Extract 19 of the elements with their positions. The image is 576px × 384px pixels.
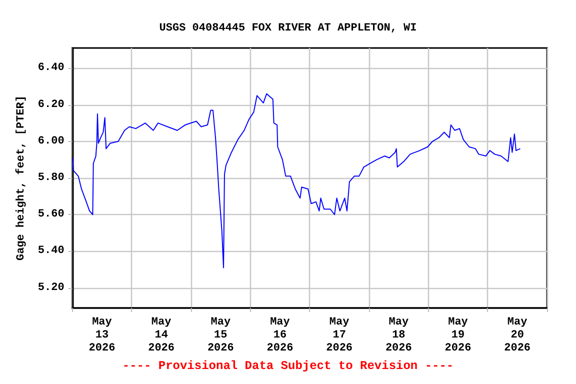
y-tick-label: 6.20: [38, 98, 64, 111]
x-tick-label: May 17 2026: [326, 316, 353, 354]
x-tick-label: May 13 2026: [88, 316, 116, 354]
y-tick-label: 5.80: [38, 172, 64, 184]
x-tick-label: May 20 2026: [504, 316, 531, 354]
y-tick-label: 5.60: [38, 208, 64, 221]
y-tick-label: 6.40: [38, 62, 64, 74]
x-tick-label: May 19 2026: [444, 316, 472, 354]
line-series: [72, 93, 521, 268]
y-tick-label: 5.40: [38, 245, 64, 258]
x-tick-label: May 18 2026: [385, 316, 412, 354]
y-tick-label: 5.20: [38, 282, 64, 294]
y-axis-title: Gage height, feet, [PTER]: [14, 95, 28, 261]
x-tick-label: May 15 2026: [207, 316, 234, 354]
y-tick-label: 6.00: [38, 135, 64, 148]
text: ---- Provisional Data Subject to Revision ----: [122, 359, 454, 373]
x-tick-label: May 14 2026: [148, 316, 175, 354]
x-tick-label: May 16 2026: [266, 316, 294, 354]
chart-title: USGS 04084445 FOX RIVER AT APPLETON, WI: [159, 22, 417, 34]
